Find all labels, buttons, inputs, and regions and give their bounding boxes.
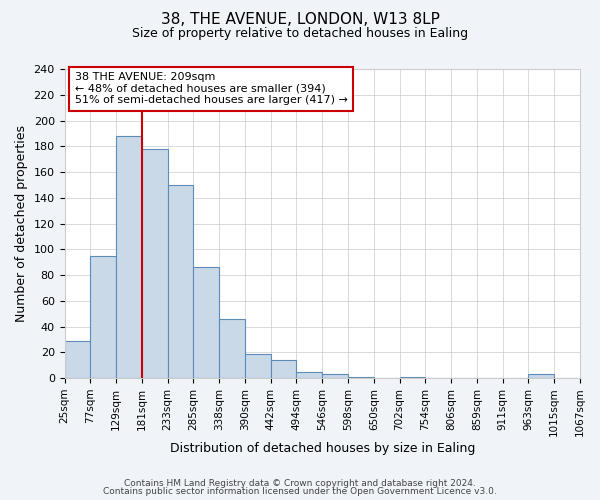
Bar — [116, 136, 142, 378]
Bar — [348, 377, 374, 378]
Bar — [193, 268, 219, 378]
Y-axis label: Number of detached properties: Number of detached properties — [15, 125, 28, 322]
Bar — [91, 256, 116, 378]
Bar — [296, 372, 322, 378]
Text: Size of property relative to detached houses in Ealing: Size of property relative to detached ho… — [132, 28, 468, 40]
Bar — [245, 354, 271, 378]
Text: 38 THE AVENUE: 209sqm
← 48% of detached houses are smaller (394)
51% of semi-det: 38 THE AVENUE: 209sqm ← 48% of detached … — [75, 72, 348, 106]
Text: Contains public sector information licensed under the Open Government Licence v3: Contains public sector information licen… — [103, 487, 497, 496]
Bar — [271, 360, 296, 378]
Bar — [167, 185, 193, 378]
Text: 38, THE AVENUE, LONDON, W13 8LP: 38, THE AVENUE, LONDON, W13 8LP — [161, 12, 439, 28]
Bar — [529, 374, 554, 378]
Bar — [219, 319, 245, 378]
Bar — [65, 340, 91, 378]
Bar — [400, 377, 425, 378]
X-axis label: Distribution of detached houses by size in Ealing: Distribution of detached houses by size … — [170, 442, 475, 455]
Bar — [142, 149, 167, 378]
Bar — [322, 374, 348, 378]
Text: Contains HM Land Registry data © Crown copyright and database right 2024.: Contains HM Land Registry data © Crown c… — [124, 478, 476, 488]
